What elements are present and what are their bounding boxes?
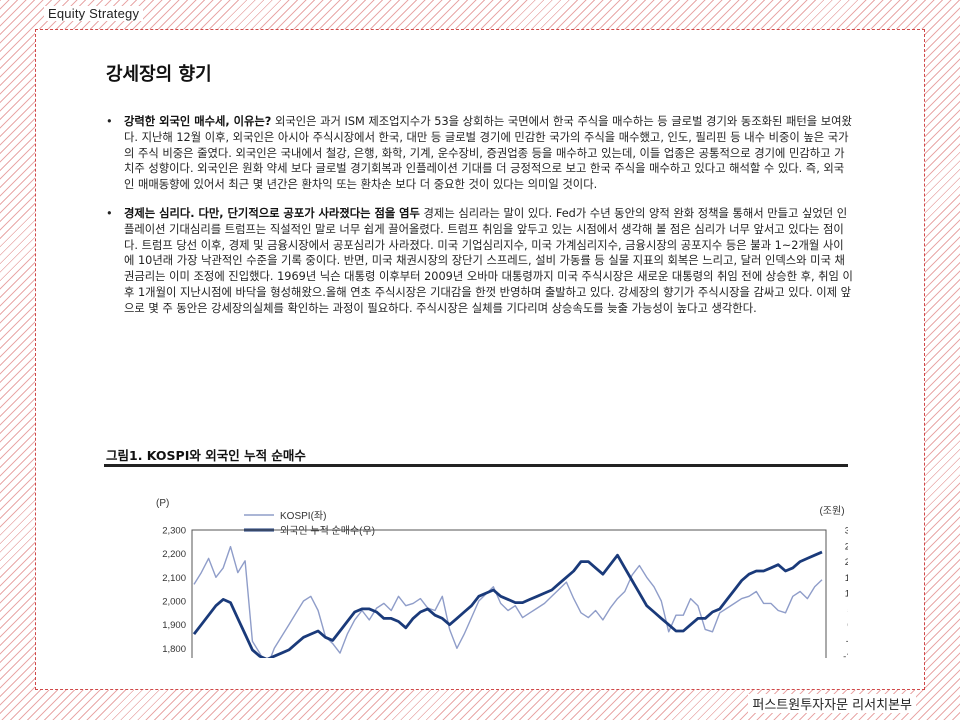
plot-frame xyxy=(191,529,827,658)
left-axis-unit: (P) xyxy=(156,498,169,509)
series-line-kospi xyxy=(193,545,823,658)
right-tick-label: 0 xyxy=(847,620,848,631)
left-tick-label: 2,000 xyxy=(162,597,186,608)
figure-title: 그림1. KOSPI와 외국인 누적 순매수 xyxy=(106,448,306,463)
bullet-text: 외국인은 과거 ISM 제조업지수가 53을 상회하는 국면에서 한국 주식을 … xyxy=(124,115,852,192)
content-panel: 강세장의 향기 • 강력한 외국인 매수세, 이유는? 외국인은 과거 ISM … xyxy=(35,29,925,690)
bullet-heading: 경제는 심리다. 다만, 단기적으로 공포가 사라졌다는 점을 염두 xyxy=(124,206,420,220)
left-tick-label: 1,900 xyxy=(162,620,186,631)
figure-title-rule xyxy=(104,464,848,467)
series-line-foreign-net-buy xyxy=(192,550,823,658)
right-axis-unit: (조원) xyxy=(819,505,844,517)
left-tick-label: 1,800 xyxy=(162,644,186,655)
bullet-list: • 강력한 외국인 매수세, 이유는? 외국인은 과거 ISM 제조업지수가 5… xyxy=(102,114,854,330)
right-tick-label: 25 xyxy=(845,541,848,552)
right-tick-label: 30 xyxy=(845,526,848,537)
right-tick-label: 10 xyxy=(845,589,848,600)
right-tick-label: -5 xyxy=(846,636,848,647)
page-title: 강세장의 향기 xyxy=(106,64,212,85)
bullet-marker: • xyxy=(106,115,113,128)
bullet-item: • 경제는 심리다. 다만, 단기적으로 공포가 사라졌다는 점을 염두 경제는… xyxy=(102,206,854,317)
left-tick-label: 2,100 xyxy=(162,573,186,584)
right-tick-label: 20 xyxy=(845,557,848,568)
legend-label-foreign: 외국인 누적 순매수(우) xyxy=(280,525,375,537)
kospi-foreign-chart: (P)(조원)KOSPI(좌)외국인 누적 순매수(우)1,7001,8001,… xyxy=(156,498,848,658)
section-header: Equity Strategy xyxy=(44,6,144,21)
bullet-text: 경제는 심리라는 말이 있다. Fed가 수년 동안의 양적 완화 정책을 통해… xyxy=(124,206,853,315)
right-tick-label: -10 xyxy=(843,652,848,658)
right-tick-label: 5 xyxy=(847,604,848,615)
legend-label-kospi: KOSPI(좌) xyxy=(280,510,326,522)
right-tick-label: 15 xyxy=(845,573,848,584)
bullet-heading: 강력한 외국인 매수세, 이유는? xyxy=(124,115,272,128)
left-tick-label: 2,300 xyxy=(162,526,186,537)
bullet-item: • 강력한 외국인 매수세, 이유는? 외국인은 과거 ISM 제조업지수가 5… xyxy=(102,114,854,193)
footer-label: 퍼스트원투자자문 리서치본부 xyxy=(748,694,916,713)
bullet-marker: • xyxy=(106,206,113,220)
left-tick-label: 2,200 xyxy=(162,549,186,560)
